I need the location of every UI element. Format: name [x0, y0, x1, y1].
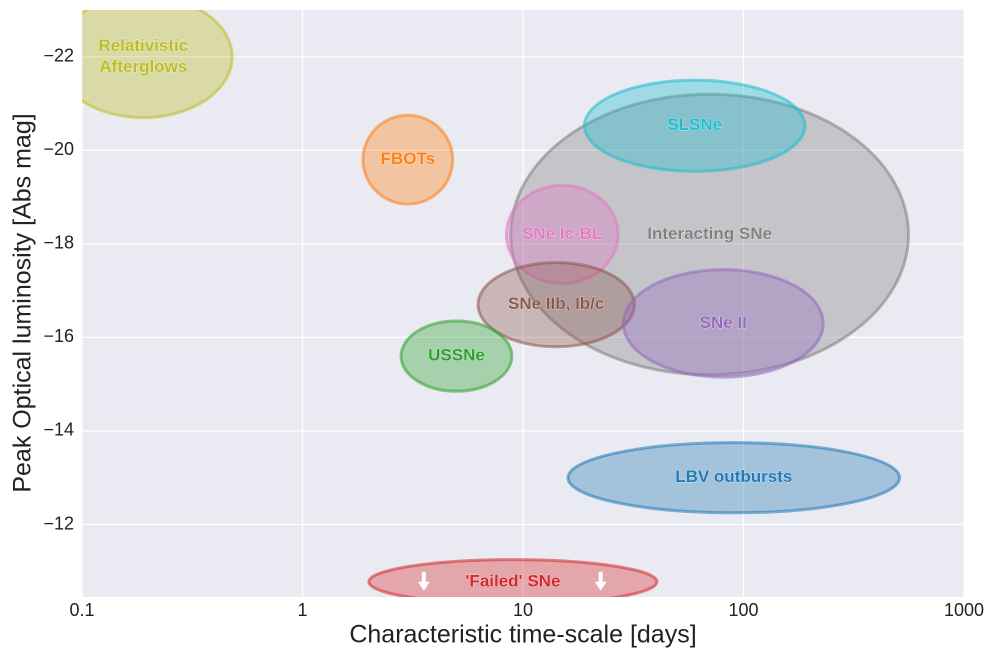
- region-ellipse: [399, 319, 514, 393]
- x-tick-label: 1000: [944, 600, 984, 620]
- region-ellipse: [504, 183, 620, 286]
- region-ellipse: [367, 558, 659, 597]
- x-tick-label: 1: [297, 600, 307, 620]
- upper-limit-arrow: [594, 571, 607, 591]
- region-label: LBV outbursts: [675, 467, 792, 486]
- region-ellipse: [566, 441, 902, 515]
- region-ellipse: [361, 113, 455, 206]
- upper-limit-arrow: [417, 571, 430, 591]
- x-tick-label: 10: [513, 600, 533, 620]
- y-tick-label: −22: [43, 46, 74, 66]
- region-label: USSNe: [428, 346, 485, 365]
- region-label: Afterglows: [99, 57, 187, 76]
- y-tick-label: −18: [43, 233, 74, 253]
- region-label: Relativistic: [98, 36, 188, 55]
- y-axis-label: Peak Optical luminosity [Abs mag]: [9, 113, 37, 492]
- region-ellipse: [82, 10, 234, 120]
- region-label: FBOTs: [381, 149, 435, 168]
- y-tick-label: −20: [43, 139, 74, 159]
- y-tick-label: −16: [43, 326, 74, 346]
- region-label: SNe IIb, Ib/c: [508, 294, 604, 313]
- region-ellipse: [509, 92, 910, 377]
- region-ellipse: [582, 78, 807, 173]
- y-tick-label: −12: [43, 513, 74, 533]
- y-tick-label: −14: [43, 420, 74, 440]
- region-label: SNe II: [700, 313, 747, 332]
- region-ellipse: [476, 261, 636, 349]
- region-label: 'Failed' SNe: [465, 571, 560, 590]
- region-ellipse: [621, 268, 825, 379]
- x-tick-label: 0.1: [69, 600, 94, 620]
- region-label: SNe Ic-BL: [522, 224, 602, 243]
- region-label: SLSNe: [667, 115, 722, 134]
- x-axis-label: Characteristic time-scale [days]: [349, 621, 696, 649]
- region-label: Interacting SNe: [647, 224, 772, 243]
- x-tick-label: 100: [728, 600, 758, 620]
